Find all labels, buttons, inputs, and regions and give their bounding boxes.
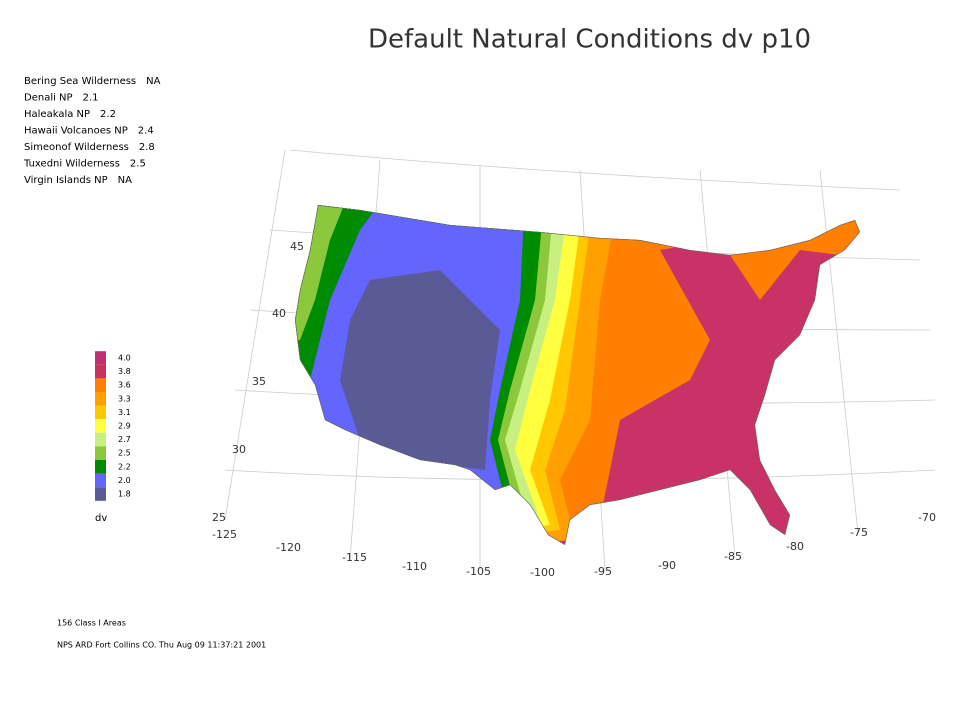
site-list: Bering Sea Wilderness NA Denali NP 2.1 Halea… <box>23 76 161 186</box>
latitude-label: 45 <box>290 240 304 253</box>
longitude-label: -80 <box>786 540 804 553</box>
legend-label: 3.1 <box>118 408 131 417</box>
legend-swatch <box>95 473 106 488</box>
legend-unit: dv <box>95 513 107 524</box>
site-name: Virgin Islands NP <box>24 175 108 186</box>
legend-swatch <box>95 432 106 447</box>
longitude-label: -75 <box>850 526 868 539</box>
legend-label: 3.6 <box>118 381 131 390</box>
site-value: NA <box>146 76 160 87</box>
longitude-label: -95 <box>594 565 612 578</box>
legend-label: 3.3 <box>118 394 131 403</box>
legend-swatch <box>95 460 106 474</box>
legend-label: 2.5 <box>118 449 131 458</box>
site-value: 2.1 <box>83 93 99 104</box>
legend-swatch <box>95 446 106 460</box>
legend-label: 4.0 <box>118 354 131 363</box>
legend-swatch <box>95 392 106 406</box>
legend-label: 2.7 <box>118 435 131 444</box>
latitude-label: 35 <box>252 375 266 388</box>
legend-swatch <box>95 487 106 501</box>
longitude-label: -85 <box>724 550 742 563</box>
site-name: Simeonof Wilderness <box>24 142 129 153</box>
legend-swatch <box>95 405 106 420</box>
title: Default Natural Conditions dv p10 <box>368 25 811 55</box>
longitude-label: -125 <box>212 528 237 541</box>
legend-swatch <box>95 378 106 392</box>
longitude-label: -100 <box>530 566 555 579</box>
legend-label: 2.2 <box>118 462 131 471</box>
legend-swatch <box>95 364 106 379</box>
legend-label: 2.0 <box>118 476 131 485</box>
legend-label: 2.9 <box>118 422 131 431</box>
site-name: Haleakala NP <box>24 109 90 120</box>
legend-label: 1.8 <box>118 490 131 499</box>
site-name: Bering Sea Wilderness <box>24 76 136 87</box>
latitude-label: 40 <box>272 307 286 320</box>
legend: 4.0 3.8 3.6 3.3 3.1 2.9 2.7 2.5 2.2 2.0 1.8 dv <box>95 351 131 524</box>
legend-label: 3.8 <box>118 367 131 376</box>
footer-credit: NPS ARD Fort Collins CO. Thu Aug 09 11:3… <box>57 641 266 650</box>
longitude-label: -110 <box>402 560 427 573</box>
site-value: 2.8 <box>139 142 155 153</box>
longitude-label: -115 <box>342 551 367 564</box>
latitude-label: 25 <box>212 511 226 524</box>
site-value: 2.2 <box>100 109 116 120</box>
latitude-label: 30 <box>232 443 246 456</box>
graticule-labels: 45 40 35 30 25 -125 -120 -115 -110 -105 -100 -95 -90… <box>212 240 936 579</box>
site-value: 2.4 <box>138 126 154 137</box>
longitude-label: -70 <box>918 511 936 524</box>
legend-swatch <box>95 351 106 365</box>
longitude-label: -105 <box>466 565 491 578</box>
footer-count: 156 Class I Areas <box>57 619 126 628</box>
legend-swatch <box>95 419 106 433</box>
longitude-label: -120 <box>276 541 301 554</box>
site-name: Denali NP <box>24 93 73 104</box>
us-outline <box>295 205 860 545</box>
site-name: Hawaii Volcanoes NP <box>24 126 128 137</box>
longitude-label: -90 <box>658 559 676 572</box>
site-value: NA <box>118 175 132 186</box>
site-name: Tuxedni Wilderness <box>23 159 120 170</box>
site-value: 2.5 <box>130 159 146 170</box>
